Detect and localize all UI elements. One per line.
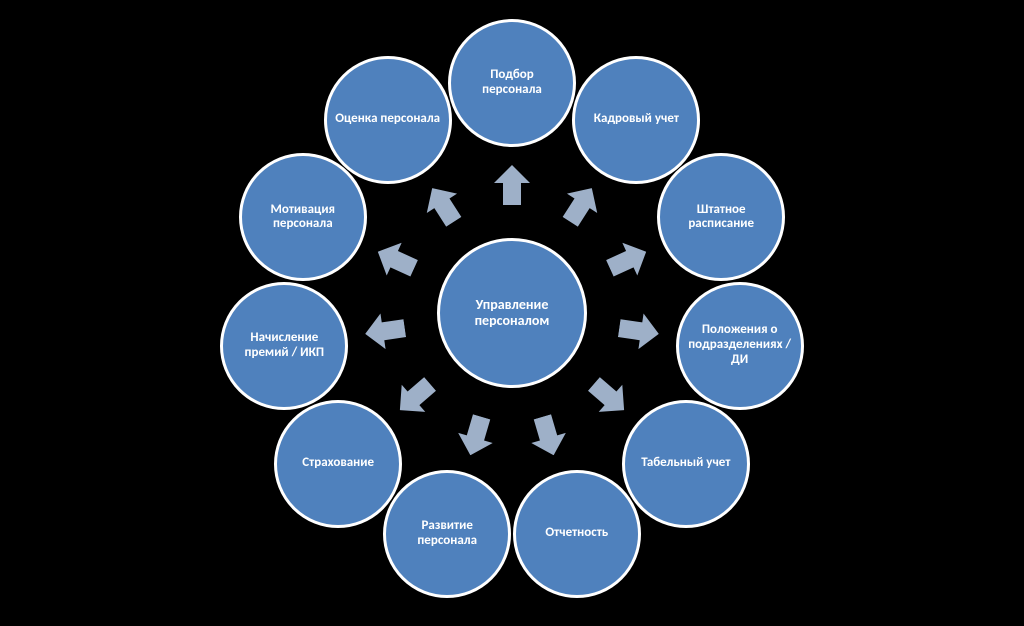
spoke-label: Положения о подразделениях / ДИ <box>687 323 793 368</box>
arrow-icon <box>494 165 530 205</box>
spoke-node: Развитие персонала <box>383 470 511 598</box>
spoke-node: Мотивация персонала <box>239 153 367 281</box>
arrow-icon <box>370 235 421 284</box>
spoke-label: Табельный учет <box>641 456 730 471</box>
spoke-label: Мотивация персонала <box>250 203 356 233</box>
spoke-node: Подбор персонала <box>448 19 576 147</box>
arrow-icon <box>616 311 661 352</box>
arrow-icon <box>555 179 607 232</box>
spoke-node: Страхование <box>274 400 402 528</box>
spoke-label: Развитие персонала <box>394 519 500 549</box>
spoke-node: Отчетность <box>513 470 641 598</box>
arrow-icon <box>388 370 442 423</box>
arrow-icon <box>417 179 469 232</box>
spoke-node: Оценка персонала <box>324 56 452 184</box>
spoke-label: Начисление премий / ИКП <box>231 331 337 361</box>
spoke-label: Отчетность <box>545 526 608 541</box>
spoke-label: Страхование <box>302 456 374 471</box>
spoke-node: Штатное расписание <box>657 153 785 281</box>
spoke-label: Кадровый учет <box>594 112 679 127</box>
spoke-node: Начисление премий / ИКП <box>220 282 348 410</box>
arrow-icon <box>603 235 654 284</box>
spoke-label: Штатное расписание <box>668 203 774 233</box>
diagram-stage: Управление персоналом Подбор персонала Ка… <box>0 0 1024 626</box>
hub-label: Управление персоналом <box>448 297 576 329</box>
spoke-label: Подбор персонала <box>459 68 565 98</box>
spoke-label: Оценка персонала <box>335 112 440 127</box>
arrow-icon <box>582 370 636 423</box>
arrow-icon <box>453 412 499 461</box>
hub-node: Управление персоналом <box>437 238 587 388</box>
arrow-icon <box>363 311 408 352</box>
spoke-node: Табельный учет <box>622 400 750 528</box>
spoke-node: Кадровый учет <box>572 56 700 184</box>
arrow-icon <box>525 412 571 461</box>
spoke-node: Положения о подразделениях / ДИ <box>676 282 804 410</box>
